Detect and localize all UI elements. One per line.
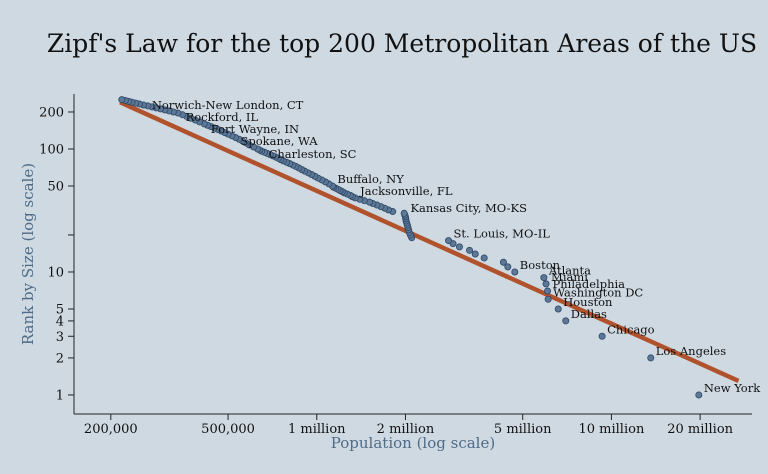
y-axis-ticks: 1 2 345 10 50 100 200 [39, 105, 74, 403]
data-point [445, 237, 453, 245]
y-tick-label: 10 [47, 265, 64, 280]
y-tick-label: 2 [56, 351, 64, 366]
y-tick-label: 3 [56, 330, 64, 345]
x-tick-label: 2 million [377, 422, 435, 437]
y-axis-title: Rank by Size (log scale) [19, 163, 37, 345]
y-tick-label: 1 [56, 388, 64, 403]
point-annotation: Los Angeles [656, 344, 726, 358]
data-point [511, 268, 519, 276]
x-tick-label: 1 million [288, 422, 346, 437]
point-annotation: Dallas [571, 307, 607, 321]
y-tick-label: 4 [56, 314, 64, 329]
x-tick-label: 10 million [578, 422, 644, 437]
data-points [118, 96, 703, 399]
x-tick-label: 5 million [494, 422, 552, 437]
x-tick-label: 200,000 [84, 422, 138, 437]
x-axis-title: Population (log scale) [331, 434, 495, 452]
data-point [554, 305, 562, 313]
data-labels: New York Los AngelesChicagoDallasHoustonW… [152, 98, 761, 395]
point-annotation: Philadelphia [553, 277, 626, 291]
point-annotation: Fort Wayne, IN [211, 122, 299, 136]
data-point [118, 96, 126, 104]
point-annotation: New York [704, 381, 761, 395]
point-annotation: Boston [520, 258, 561, 272]
fit-line [119, 100, 740, 383]
data-point [480, 254, 488, 262]
point-annotation: Spokane, WA [241, 134, 319, 148]
data-point [466, 246, 474, 254]
data-point [542, 280, 550, 288]
data-point [471, 250, 479, 258]
point-annotation: Kansas City, MO-KS [410, 201, 527, 215]
point-annotation: Buffalo, NY [337, 172, 404, 186]
point-annotation: Jacksonville, FL [359, 184, 453, 198]
data-point [499, 258, 507, 266]
y-tick-label: 50 [47, 180, 64, 195]
y-tick-label: 5 [56, 302, 64, 317]
data-point [544, 295, 552, 303]
point-annotation: Houston [563, 295, 613, 309]
data-point [400, 209, 408, 217]
data-point [598, 332, 606, 340]
y-tick-label: 100 [39, 142, 64, 157]
y-tick-label: 200 [39, 105, 64, 120]
data-point [455, 243, 463, 251]
point-annotation: Washington DC [553, 285, 643, 299]
point-annotation: St. Louis, MO-IL [454, 227, 551, 241]
point-annotation: Charleston, SC [269, 147, 357, 161]
data-point [562, 317, 570, 325]
data-point [540, 274, 548, 282]
data-point [647, 354, 655, 362]
data-point [695, 391, 703, 399]
data-point [504, 263, 512, 271]
x-tick-label: 500,000 [201, 422, 255, 437]
x-axis-ticks: 200,000 500,000 1 million 2 million 5 millio… [84, 414, 734, 437]
x-tick-label: 20 million [667, 422, 733, 437]
chart-title: Zipf's Law for the top 200 Metropolitan … [47, 29, 757, 58]
point-annotation: Atlanta [548, 264, 591, 278]
point-annotation: Rockford, IL [186, 110, 259, 124]
data-point [544, 287, 552, 295]
point-annotation: Miami [551, 270, 588, 284]
point-annotation: Chicago [607, 322, 655, 336]
point-annotation: Norwich-New London, CT [152, 98, 304, 112]
